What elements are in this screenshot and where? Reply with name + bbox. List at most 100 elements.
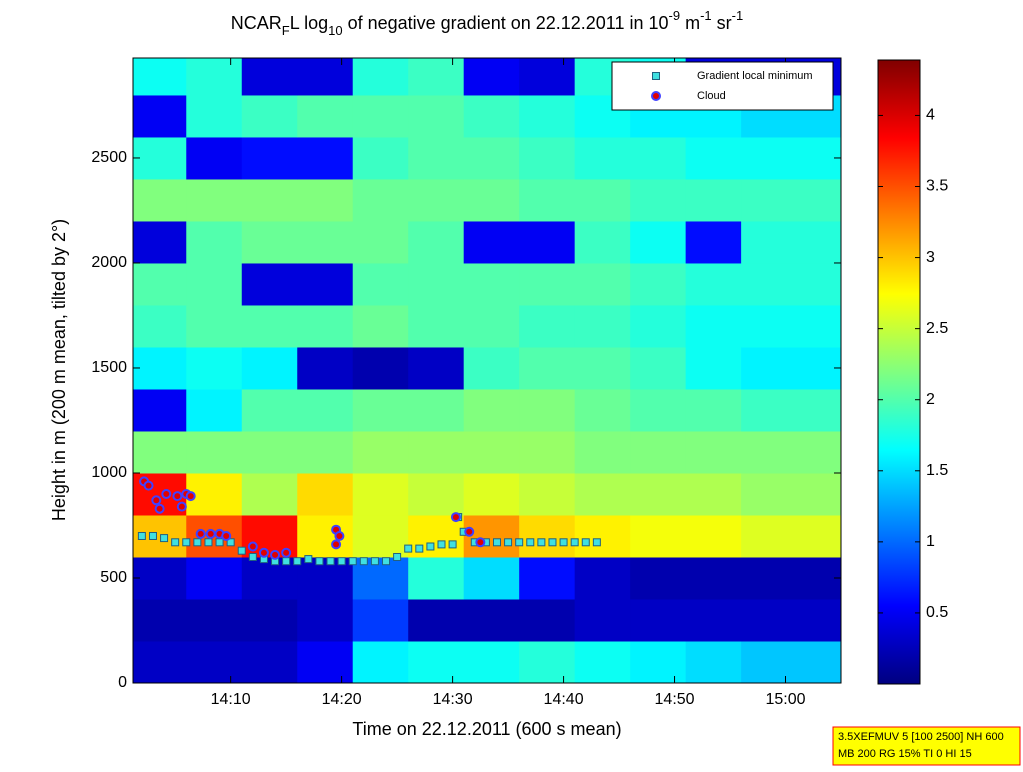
heatmap-cell [297, 598, 354, 642]
heatmap-cell [241, 304, 298, 348]
heatmap-cell [186, 304, 243, 348]
heatmap-cell [297, 136, 354, 180]
heatmap-cell [297, 304, 354, 348]
gradient-point [415, 544, 424, 553]
heatmap-cell [297, 220, 354, 264]
gradient-point [248, 552, 257, 561]
heatmap-cell [574, 178, 631, 222]
heatmap-cell [685, 304, 742, 348]
heatmap-cell [408, 262, 465, 306]
heatmap-cell [352, 472, 409, 516]
heatmap-cell [741, 346, 842, 390]
colorbar-tick-label: 2 [926, 391, 935, 408]
heatmap-cell [463, 262, 520, 306]
cloud-point [450, 512, 461, 523]
gradient-point [581, 538, 590, 547]
cloud-point [247, 541, 258, 552]
heatmap-cell [519, 388, 576, 432]
gradient-point [171, 538, 180, 547]
heatmap-cell [241, 262, 298, 306]
heatmap-cell [741, 598, 842, 642]
gradient-point [592, 538, 601, 547]
heatmap-cell [630, 304, 687, 348]
heatmap-cell [297, 262, 354, 306]
heatmap-cell [463, 178, 520, 222]
gradient-point [526, 538, 535, 547]
gradient-point [448, 540, 457, 549]
heatmap-cell [186, 598, 243, 642]
heatmap-cell [352, 346, 409, 390]
heatmap-cell [463, 346, 520, 390]
heatmap-cell [186, 640, 243, 684]
heatmap-cell [133, 346, 187, 390]
heatmap-cell [133, 262, 187, 306]
heatmap-cell [241, 136, 298, 180]
heatmap-cell [241, 430, 298, 474]
cloud-point [205, 528, 216, 539]
cloud-point [464, 526, 475, 537]
heatmap-cell [186, 220, 243, 264]
heatmap-cell [574, 346, 631, 390]
title-part: sr [712, 13, 732, 33]
gradient-point [515, 538, 524, 547]
gradient-point [182, 538, 191, 547]
heatmap-cell [241, 598, 298, 642]
colorbar-tick-label: 3 [926, 249, 935, 266]
cloud-point [185, 491, 196, 502]
heatmap-cell [186, 178, 243, 222]
heatmap-cell [685, 136, 742, 180]
cloud-point [331, 539, 342, 550]
heatmap-cell [685, 556, 742, 600]
gradient-point [293, 557, 302, 566]
cloud-point [161, 488, 172, 499]
heatmap-cell [133, 220, 187, 264]
heatmap-cell [241, 640, 298, 684]
title-part: L log [290, 13, 328, 33]
heatmap-cell [574, 598, 631, 642]
heatmap-cell [630, 640, 687, 684]
heatmap-cell [741, 220, 842, 264]
legend-label: Cloud [697, 90, 726, 102]
legend: Gradient local minimum Cloud [611, 61, 834, 111]
heatmap-cell [352, 136, 409, 180]
gradient-point [237, 546, 246, 555]
heatmap-cell [352, 58, 409, 96]
gradient-point [559, 538, 568, 547]
cloud-point [334, 530, 345, 541]
heatmap-cell [133, 430, 187, 474]
x-tick-label: 14:40 [544, 691, 584, 708]
x-tick-label: 14:30 [433, 691, 473, 708]
heatmap-cell [463, 58, 520, 96]
heatmap-cell [408, 388, 465, 432]
heatmap-cell [574, 556, 631, 600]
heatmap-cell [685, 262, 742, 306]
cloud-point [176, 501, 187, 512]
gradient-point [370, 557, 379, 566]
cloud-point [270, 549, 281, 560]
heatmap-cell [186, 388, 243, 432]
heatmap-cell [519, 178, 576, 222]
heatmap-cell [463, 430, 520, 474]
x-tick-label: 14:10 [211, 691, 251, 708]
title-part: -9 [669, 8, 681, 23]
heatmap-cell [574, 430, 631, 474]
heatmap-cell [463, 556, 520, 600]
heatmap-cell [519, 94, 576, 138]
heatmap-cell [297, 346, 354, 390]
heatmap-cell [408, 220, 465, 264]
heatmap-cell [297, 94, 354, 138]
heatmap-cell [574, 472, 631, 516]
heatmap-cell [685, 346, 742, 390]
y-tick-label: 1000 [91, 464, 127, 481]
heatmap-cell [685, 514, 742, 558]
y-tick-label: 2500 [91, 149, 127, 166]
heatmap-cell [574, 262, 631, 306]
gradient-point [160, 534, 169, 543]
heatmap-cell [408, 430, 465, 474]
gradient-point [193, 538, 202, 547]
heatmap-cell [630, 346, 687, 390]
heatmap-cell [241, 94, 298, 138]
colorbar-tick-label: 1.5 [926, 462, 948, 479]
gradient-point [326, 557, 335, 566]
heatmap-cell [463, 388, 520, 432]
